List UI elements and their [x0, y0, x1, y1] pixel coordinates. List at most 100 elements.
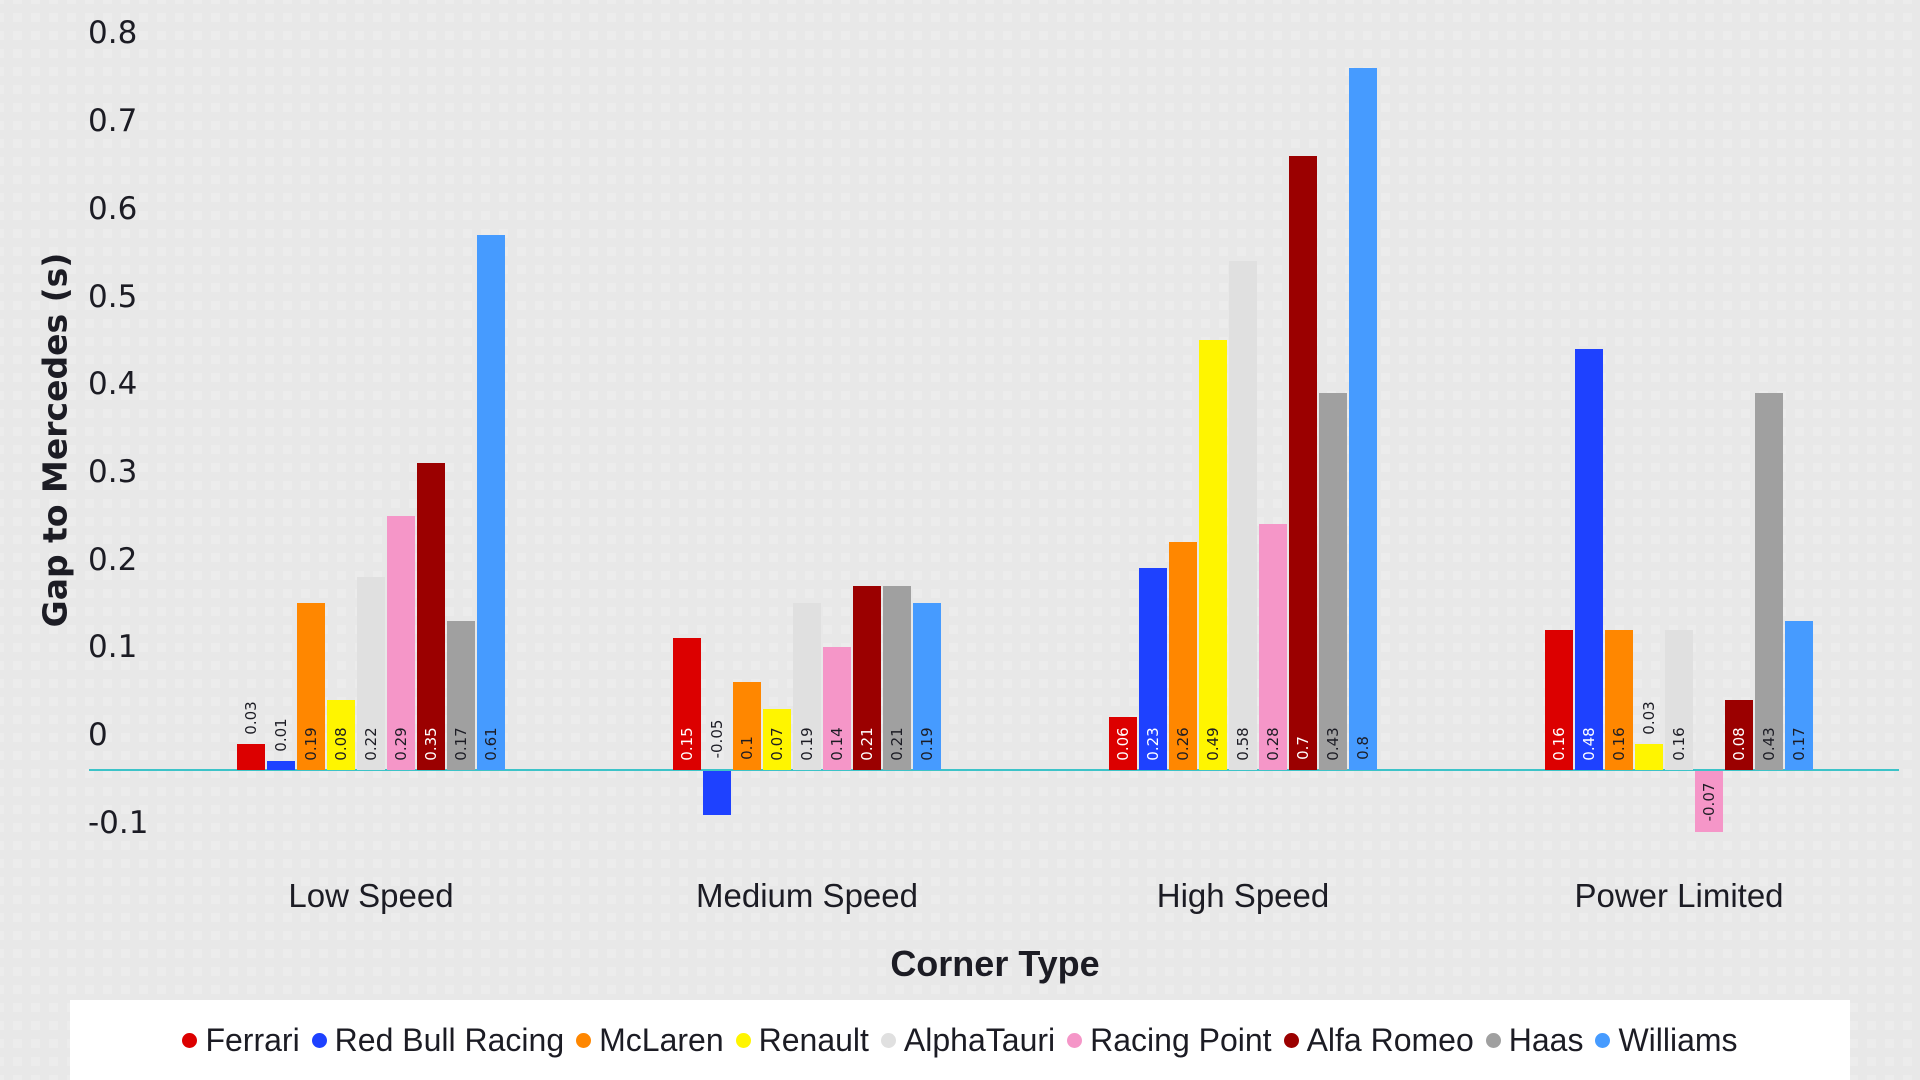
bar[interactable]: -0.05	[703, 719, 731, 815]
bar[interactable]: 0.01	[267, 719, 295, 770]
bar-value-label: 0.49	[1204, 727, 1222, 761]
legend-item[interactable]: McLaren	[576, 1022, 724, 1059]
legend-label: Haas	[1508, 1021, 1584, 1058]
y-tick-label: 0.2	[88, 541, 138, 578]
bar[interactable]: 0.49	[1199, 340, 1227, 770]
x-category-label: Low Speed	[288, 877, 454, 914]
y-tick-label: 0.5	[88, 278, 138, 315]
bar[interactable]: 0.22	[357, 577, 385, 770]
y-tick-label: 0.3	[88, 453, 138, 490]
bar[interactable]: 0.43	[1755, 392, 1783, 770]
bar[interactable]: 0.07	[763, 708, 791, 770]
bar[interactable]: 0.08	[1725, 699, 1753, 770]
y-tick-label: 0.6	[88, 190, 138, 227]
legend-item[interactable]: Alfa Romeo	[1283, 1021, 1474, 1059]
y-tick-label: 0	[88, 717, 108, 753]
legend: Ferrari Red Bull Racing McLaren Renault Alph…	[70, 1000, 1850, 1080]
bar[interactable]: 0.61	[477, 235, 505, 770]
bar[interactable]: 0.23	[1139, 568, 1167, 770]
bar[interactable]: 0.17	[1785, 620, 1813, 770]
bar[interactable]: 0.35	[417, 463, 445, 770]
legend-item[interactable]: Renault	[735, 1021, 869, 1059]
bar-value-label: 0.26	[1174, 727, 1192, 761]
bar[interactable]: -0.07	[1695, 771, 1723, 833]
bar-value-label: 0.29	[392, 727, 410, 761]
bar[interactable]: 0.06	[1109, 717, 1137, 770]
bar[interactable]: 0.7	[1289, 156, 1317, 770]
bar-value-label: 0.17	[452, 727, 470, 761]
bar-value-label: 0.17	[1790, 727, 1808, 761]
bar[interactable]: 0.21	[883, 585, 911, 770]
bar-value-label: 0.03	[242, 700, 260, 735]
bar[interactable]: 0.03	[1635, 701, 1663, 770]
bar[interactable]: 0.1	[733, 682, 761, 770]
legend-item[interactable]: Williams	[1595, 1022, 1738, 1059]
bar[interactable]: 0.03	[237, 701, 265, 770]
bar-value-label: 0.01	[272, 718, 290, 752]
bar[interactable]: 0.17	[447, 620, 475, 770]
legend-label: Ferrari	[205, 1021, 300, 1058]
bar[interactable]: 0.8	[1349, 68, 1377, 770]
bar[interactable]: 0.16	[1665, 629, 1693, 770]
x-axis-title: Corner Type	[890, 943, 1100, 984]
bar-value-label: 0.16	[1550, 727, 1568, 761]
bar[interactable]: 0.16	[1605, 629, 1633, 770]
bar-value-label: 0.28	[1264, 727, 1282, 761]
bar-value-label: 0.21	[888, 727, 906, 761]
bar-value-label: 0.08	[1730, 727, 1748, 761]
bar-value-label: 0.06	[1114, 727, 1132, 761]
bar-value-label: 0.14	[828, 727, 846, 761]
bar[interactable]: 0.14	[823, 647, 851, 770]
bar[interactable]: 0.16	[1545, 629, 1573, 770]
y-tick-label: 0.4	[88, 366, 138, 403]
bar[interactable]: 0.58	[1229, 261, 1257, 770]
bar-value-label: 0.19	[302, 727, 320, 761]
legend-item[interactable]: Red Bull Racing	[311, 1021, 565, 1059]
bar[interactable]: 0.19	[913, 603, 941, 770]
bar-value-label: 0.61	[482, 727, 500, 761]
y-axis-title: Gap to Mercedes (s)	[35, 252, 75, 628]
legend-label: AlphaTauri	[903, 1021, 1056, 1058]
legend-label: Alfa Romeo	[1306, 1021, 1474, 1058]
y-tick-label: 0.8	[88, 15, 138, 52]
legend-dot-icon	[576, 1032, 592, 1048]
bar-value-label: 0.15	[678, 727, 696, 761]
y-tick-label: 0.1	[88, 629, 138, 666]
bar[interactable]: 0.15	[673, 638, 701, 770]
legend-dot-icon	[311, 1032, 327, 1048]
bar[interactable]: 0.26	[1169, 541, 1197, 770]
bar[interactable]: 0.19	[297, 603, 325, 770]
bar-value-label: 0.35	[422, 727, 440, 761]
bar[interactable]: 0.28	[1259, 524, 1287, 770]
legend-dot-icon	[1595, 1032, 1611, 1048]
bar[interactable]: 0.43	[1319, 392, 1347, 770]
legend-item[interactable]: Ferrari	[182, 1021, 300, 1059]
legend-label: Red Bull Racing	[334, 1021, 565, 1058]
bar[interactable]: 0.29	[387, 515, 415, 770]
legend-label: McLaren	[599, 1021, 724, 1058]
bar[interactable]: 0.08	[327, 699, 355, 770]
legend-label: Renault	[758, 1021, 869, 1058]
x-category-label: Power Limited	[1574, 877, 1784, 914]
x-category-label: High Speed	[1156, 877, 1330, 914]
bar-value-label: 0.07	[768, 727, 786, 761]
legend-dot-icon	[1485, 1032, 1501, 1048]
bar-value-label: 0.19	[918, 727, 936, 761]
bar-value-label: -0.05	[708, 719, 726, 758]
legend-item[interactable]: Haas	[1485, 1021, 1584, 1059]
bar-value-label: 0.23	[1144, 727, 1162, 761]
bar[interactable]: 0.21	[853, 585, 881, 770]
bar-value-label: 0.8	[1354, 736, 1372, 761]
bar[interactable]: 0.48	[1575, 349, 1603, 770]
bar[interactable]: 0.19	[793, 603, 821, 770]
bar-value-label: 0.7	[1294, 736, 1312, 761]
bar-value-label: 0.16	[1610, 727, 1628, 761]
bar-value-label: 0.16	[1670, 727, 1688, 761]
legend-dot-icon	[880, 1032, 896, 1048]
legend-item[interactable]: AlphaTauri	[880, 1021, 1056, 1059]
bar-value-label: 0.21	[858, 727, 876, 761]
y-tick-label: -0.1	[88, 804, 149, 841]
zero-baseline	[89, 769, 1899, 771]
legend-item[interactable]: Racing Point	[1067, 1022, 1272, 1059]
